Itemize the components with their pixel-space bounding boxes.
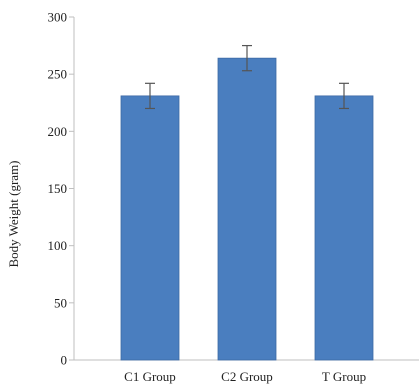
bars	[120, 57, 374, 361]
y-axis-title: Body Weight (gram)	[6, 160, 21, 267]
bar-3	[314, 95, 374, 361]
y-tick-label: 150	[48, 181, 68, 196]
bar-1	[120, 95, 180, 361]
x-tick-label: C2 Group	[221, 369, 273, 384]
y-tick-label: 100	[48, 238, 68, 253]
bar-2	[217, 57, 277, 361]
x-tick-labels: C1 Group C2 Group T Group	[124, 369, 366, 384]
y-tick-label: 300	[48, 10, 68, 25]
y-axis-title-group: Body Weight (gram)	[6, 160, 21, 267]
y-tick-label: 0	[61, 353, 68, 368]
y-axis: 0 50 100 150 200 250 300	[48, 10, 75, 368]
y-tick-label: 50	[54, 295, 67, 310]
x-tick-label: T Group	[322, 369, 366, 384]
x-tick-label: C1 Group	[124, 369, 176, 384]
y-tick-label: 200	[48, 124, 68, 139]
y-tick-label: 250	[48, 67, 68, 82]
error-bars	[145, 44, 349, 110]
